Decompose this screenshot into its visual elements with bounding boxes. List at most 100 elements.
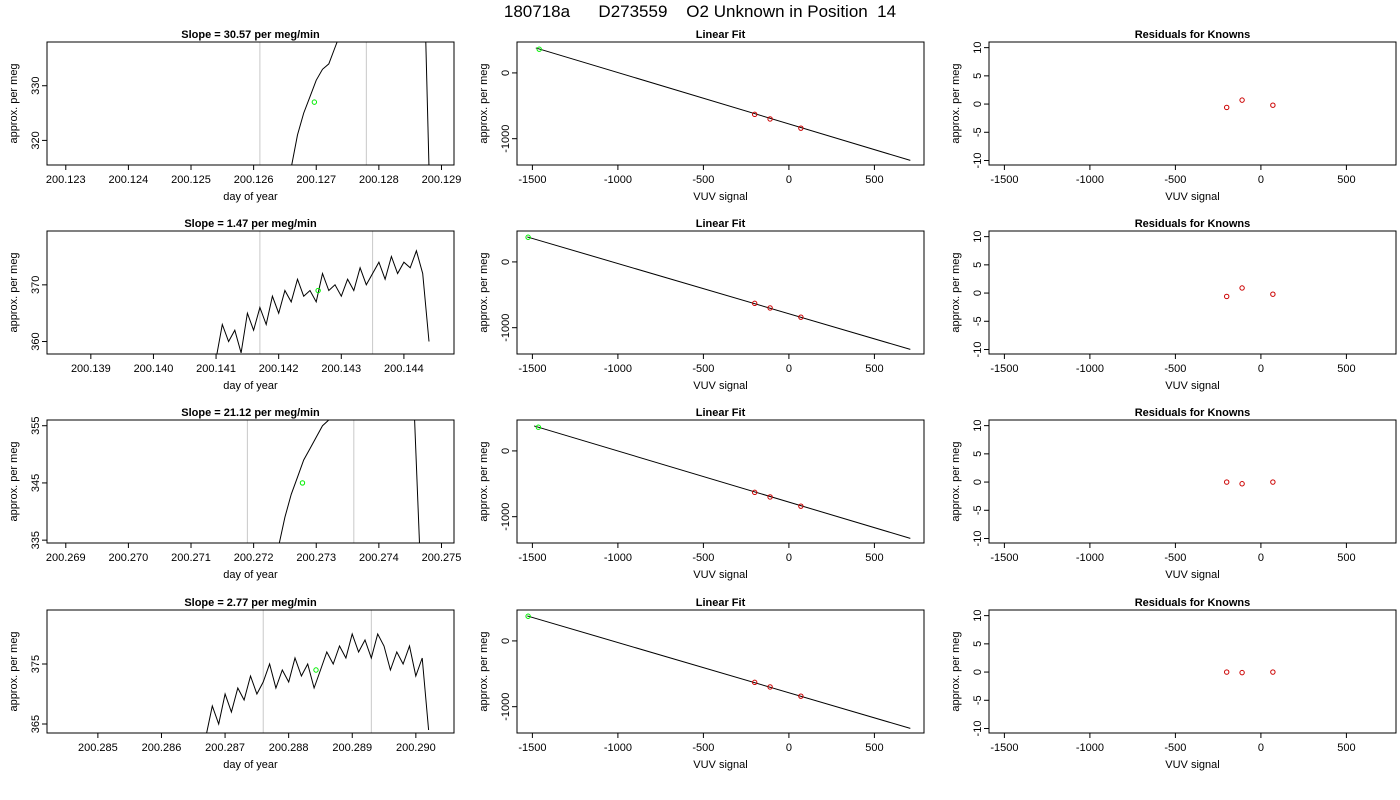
y-tick-label: 0 — [500, 448, 512, 454]
unknown-point — [525, 234, 531, 240]
y-tick-label: -5 — [972, 695, 984, 705]
x-tick-label: 200.127 — [296, 174, 336, 186]
x-tick-label: -1000 — [1076, 363, 1104, 375]
x-tick-label: 200.290 — [396, 742, 436, 754]
plot-frame — [516, 419, 925, 544]
fit-line — [527, 236, 911, 350]
chart-panel-12: Residuals for Knowns -1500 -1000 -500 0 500 -1… — [950, 597, 1397, 771]
y-axis-label: approx. per meg — [950, 441, 962, 521]
y-tick-label: 0 — [972, 479, 984, 485]
plot-area — [1224, 97, 1276, 111]
known-point — [1224, 293, 1230, 300]
y-tick-label: 10 — [972, 610, 984, 622]
x-tick-label: 500 — [1337, 363, 1355, 375]
x-tick-label: -1000 — [604, 174, 632, 186]
plot-frame — [988, 41, 1397, 166]
known-point — [752, 300, 758, 307]
chart-title: Slope = 21.12 per meg/min — [181, 407, 320, 419]
plot-area — [1224, 479, 1276, 487]
x-tick-label: 200.144 — [384, 363, 424, 375]
x-tick-label: 500 — [865, 552, 883, 564]
x-tick-label: 200.273 — [296, 552, 336, 564]
x-tick-label: 200.286 — [142, 742, 182, 754]
y-axis-label: approx. per meg — [8, 252, 20, 332]
unknown-point — [525, 613, 531, 619]
x-tick-label: 200.140 — [134, 363, 174, 375]
y-tick-label: -5 — [972, 127, 984, 137]
x-tick-label: -1000 — [1076, 552, 1104, 564]
known-point — [1224, 104, 1230, 111]
unknown-point — [535, 424, 542, 430]
x-tick-label: 0 — [1258, 552, 1264, 564]
x-tick-label: -500 — [1164, 174, 1186, 186]
y-axis-label: approx. per meg — [478, 441, 490, 521]
x-tick-label: 200.123 — [46, 174, 86, 186]
data-series-line — [425, 42, 430, 165]
figure-title: 180718a D273559 O2 Unknown in Position 1… — [503, 2, 897, 21]
chart-title: Slope = 2.77 per meg/min — [184, 597, 317, 609]
y-axis-label: approx. per meg — [478, 63, 490, 143]
x-tick-label: -1500 — [518, 174, 546, 186]
x-tick-label: 0 — [786, 742, 792, 754]
chart-panel-3: Residuals for Knowns -1500 -1000 -500 0 500 -1… — [950, 29, 1397, 203]
x-tick-label: -1500 — [518, 363, 546, 375]
unknown-point — [536, 46, 542, 52]
y-tick-label: 320 — [30, 131, 42, 149]
data-series-line — [291, 42, 338, 165]
y-axis-label: approx. per meg — [950, 63, 962, 143]
x-tick-label: -1500 — [518, 742, 546, 754]
x-tick-label: 200.270 — [109, 552, 149, 564]
x-tick-label: -1000 — [604, 552, 632, 564]
y-tick-label: 5 — [972, 641, 984, 647]
x-tick-label: 200.289 — [332, 742, 372, 754]
known-point — [752, 111, 758, 118]
unknown-point — [315, 287, 321, 294]
fit-line — [533, 425, 911, 539]
known-point — [767, 305, 773, 311]
x-tick-label: -1500 — [990, 174, 1018, 186]
known-point — [798, 314, 804, 320]
plot-frame — [516, 609, 925, 734]
y-tick-label: 365 — [30, 715, 42, 733]
x-tick-label: -1500 — [990, 363, 1018, 375]
plot-frame — [46, 609, 455, 734]
plot-area — [1224, 285, 1276, 300]
known-point — [1270, 102, 1276, 108]
data-series-line — [206, 632, 430, 733]
chart-panel-8: Linear Fit -1500 -1000 -500 0 500 -1000 0 VUV si… — [478, 407, 925, 581]
y-tick-label: 370 — [30, 276, 42, 294]
plot-area — [533, 424, 911, 539]
x-axis-label: day of year — [223, 759, 278, 771]
fit-line — [527, 615, 911, 729]
chart-title: Slope = 1.47 per meg/min — [184, 218, 317, 230]
y-tick-label: 0 — [972, 669, 984, 675]
x-tick-label: 200.126 — [234, 174, 274, 186]
x-tick-label: -500 — [692, 174, 714, 186]
chart-panel-9: Residuals for Knowns -1500 -1000 -500 0 500 -1… — [950, 407, 1397, 581]
y-tick-label: -5 — [972, 505, 984, 515]
y-tick-label: -10 — [972, 153, 984, 169]
y-tick-label: 10 — [972, 231, 984, 243]
fit-line — [535, 47, 911, 161]
known-point — [1239, 481, 1245, 487]
plot-area — [291, 42, 430, 165]
known-point — [767, 494, 773, 500]
unknown-point — [313, 667, 319, 673]
chart-title: Linear Fit — [696, 29, 746, 41]
x-tick-label: -1000 — [604, 363, 632, 375]
x-tick-label: 0 — [1258, 363, 1264, 375]
plot-frame — [988, 419, 1397, 544]
y-axis-label: approx. per meg — [478, 631, 490, 711]
x-tick-label: -1000 — [1076, 174, 1104, 186]
x-tick-label: 200.125 — [171, 174, 211, 186]
known-point — [798, 693, 804, 699]
plot-frame — [516, 41, 925, 166]
plot-frame — [516, 230, 925, 355]
x-tick-label: 0 — [786, 552, 792, 564]
plot-area — [525, 613, 911, 729]
chart-title: Residuals for Knowns — [1135, 218, 1251, 230]
x-tick-label: -1000 — [604, 742, 632, 754]
chart-title: Linear Fit — [696, 218, 746, 230]
plot-frame — [46, 41, 455, 166]
